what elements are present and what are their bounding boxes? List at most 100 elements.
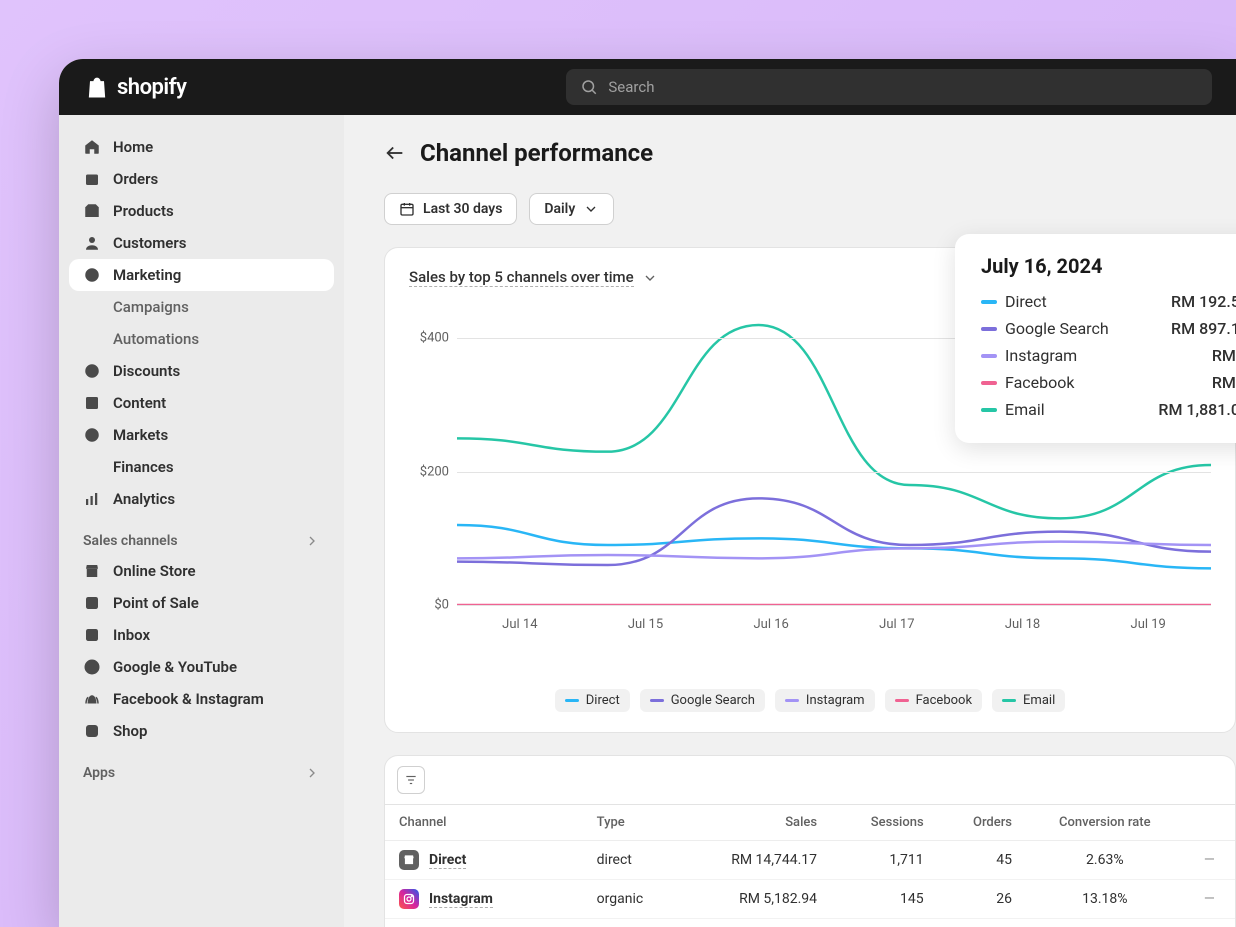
table-header[interactable]: Conversion rate [1026, 805, 1184, 841]
nav-label: Home [113, 138, 153, 156]
nav-label: Google & YouTube [113, 658, 237, 676]
nav-label: Facebook & Instagram [113, 690, 264, 708]
cell-orders: 26 [938, 880, 1026, 919]
table-header[interactable]: Type [583, 805, 681, 841]
swatch-icon [785, 699, 799, 702]
sidebar-item-finances[interactable]: Finances [69, 451, 334, 483]
table-filter-button[interactable] [397, 766, 425, 794]
table-header[interactable]: Sales [681, 805, 831, 841]
sidebar-item-inbox[interactable]: $ Inbox [69, 619, 334, 651]
main-content: Channel performance Last 30 days Daily S… [344, 115, 1236, 927]
cell-conversion: 13.18% [1026, 880, 1184, 919]
swatch-icon [981, 327, 997, 331]
sidebar-item-shop[interactable]: Shop [69, 715, 334, 747]
sidebar-item-online-store[interactable]: Online Store [69, 555, 334, 587]
swatch-icon [650, 699, 664, 702]
legend-label: Instagram [806, 693, 865, 708]
tooltip-row: InstagramRM 0 [981, 342, 1236, 369]
swatch-icon [981, 354, 997, 358]
sidebar-item-marketing[interactable]: Marketing [69, 259, 334, 291]
tooltip-series-name: Facebook [1005, 373, 1074, 392]
sidebar-item-orders[interactable]: Orders [69, 163, 334, 195]
x-axis-tick: Jul 15 [583, 617, 709, 632]
nav-label: Shop [113, 722, 147, 740]
sidebar-item-products[interactable]: Products [69, 195, 334, 227]
tooltip-series-name: Direct [1005, 292, 1047, 311]
legend-label: Facebook [916, 693, 972, 708]
channel-name[interactable]: Direct [429, 852, 466, 869]
analytics-icon [83, 490, 101, 508]
meta-icon [83, 690, 101, 708]
table-header[interactable]: Channel [385, 805, 583, 841]
table-row[interactable]: Instagram organic RM 5,182.94 145 26 13.… [385, 880, 1235, 919]
marketing-icon [83, 266, 101, 284]
channel-name[interactable]: Instagram [429, 891, 493, 908]
cell-type: organic [583, 919, 681, 927]
sidebar-item-automations[interactable]: Automations [69, 323, 334, 355]
topbar: shopify Search [59, 59, 1236, 115]
channels-table: ChannelTypeSalesSessionsOrdersConversion… [385, 805, 1235, 927]
cell-type: direct [583, 841, 681, 880]
sidebar: Home Orders Products Customers Marketing Camp… [59, 115, 344, 927]
table-row[interactable]: Google Search organic RM 9,076.75 1,649 … [385, 919, 1235, 927]
cell-sales: RM 5,182.94 [681, 880, 831, 919]
tooltip-row: Google SearchRM 897.19 [981, 315, 1236, 342]
nav-label: Campaigns [113, 298, 189, 316]
legend-item-email[interactable]: Email [992, 689, 1065, 712]
nav-label: Inbox [113, 626, 150, 644]
table-row[interactable]: Direct direct RM 14,744.17 1,711 45 2.63… [385, 841, 1235, 880]
brand-name: shopify [117, 75, 186, 100]
nav-section-apps[interactable]: Apps [69, 747, 334, 787]
cell-orders: 45 [938, 841, 1026, 880]
sidebar-item-markets[interactable]: Markets [69, 419, 334, 451]
search-input[interactable]: Search [566, 69, 1212, 105]
granularity-filter[interactable]: Daily [529, 193, 614, 225]
legend-item-direct[interactable]: Direct [555, 689, 630, 712]
markets-icon [83, 426, 101, 444]
tooltip-row: Facebook RM 0 [981, 369, 1236, 396]
google-icon [83, 658, 101, 676]
cell-sales: RM 9,076.75 [681, 919, 831, 927]
legend-item-instagram[interactable]: Instagram [775, 689, 875, 712]
sidebar-item-google-youtube[interactable]: Google & YouTube [69, 651, 334, 683]
tooltip-series-value: RM 0 [1212, 373, 1236, 392]
date-range-filter[interactable]: Last 30 days [384, 193, 517, 225]
sidebar-item-home[interactable]: Home [69, 131, 334, 163]
swatch-icon [981, 408, 997, 412]
instagram-icon [399, 889, 419, 909]
sidebar-item-discounts[interactable]: Discounts [69, 355, 334, 387]
sidebar-item-point-of-sale[interactable]: Point of Sale [69, 587, 334, 619]
cell-extra: — [1184, 841, 1235, 880]
table-card: ChannelTypeSalesSessionsOrdersConversion… [384, 755, 1236, 927]
nav-label: Customers [113, 234, 186, 252]
customers-icon [83, 234, 101, 252]
chevron-right-icon [304, 533, 320, 549]
sidebar-item-customers[interactable]: Customers [69, 227, 334, 259]
nav-section-sales-channels[interactable]: Sales channels [69, 515, 334, 555]
legend-item-google-search[interactable]: Google Search [640, 689, 765, 712]
sidebar-item-facebook-instagram[interactable]: Facebook & Instagram [69, 683, 334, 715]
search-icon [580, 78, 598, 96]
chart-legend: Direct Google Search Instagram Facebook Emai… [409, 689, 1211, 712]
nav-label: Products [113, 202, 174, 220]
table-header[interactable] [1184, 805, 1235, 841]
chart-card: Sales by top 5 channels over time $0$200… [384, 247, 1236, 733]
table-header[interactable]: Sessions [831, 805, 938, 841]
cell-sessions: 145 [831, 880, 938, 919]
products-icon [83, 202, 101, 220]
chevron-down-icon [642, 270, 658, 286]
table-header[interactable]: Orders [938, 805, 1026, 841]
x-axis-tick: Jul 19 [1085, 617, 1211, 632]
sidebar-item-campaigns[interactable]: Campaigns [69, 291, 334, 323]
nav-label: Analytics [113, 490, 175, 508]
inbox-icon: $ [83, 626, 101, 644]
sidebar-item-content[interactable]: Content [69, 387, 334, 419]
sidebar-item-analytics[interactable]: Analytics [69, 483, 334, 515]
svg-text:$: $ [90, 631, 94, 640]
filter-icon [404, 773, 418, 787]
direct-icon [399, 850, 419, 870]
tooltip-series-value: RM 897.19 [1171, 319, 1236, 338]
legend-item-facebook[interactable]: Facebook [885, 689, 982, 712]
brand-logo[interactable]: shopify [83, 73, 186, 101]
back-arrow-icon[interactable] [384, 142, 406, 164]
